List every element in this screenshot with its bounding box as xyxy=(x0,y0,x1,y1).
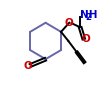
Text: O: O xyxy=(23,61,31,71)
Text: O: O xyxy=(81,34,90,44)
Text: O: O xyxy=(64,18,73,28)
Text: 2: 2 xyxy=(85,13,90,22)
Text: NH: NH xyxy=(79,10,96,20)
